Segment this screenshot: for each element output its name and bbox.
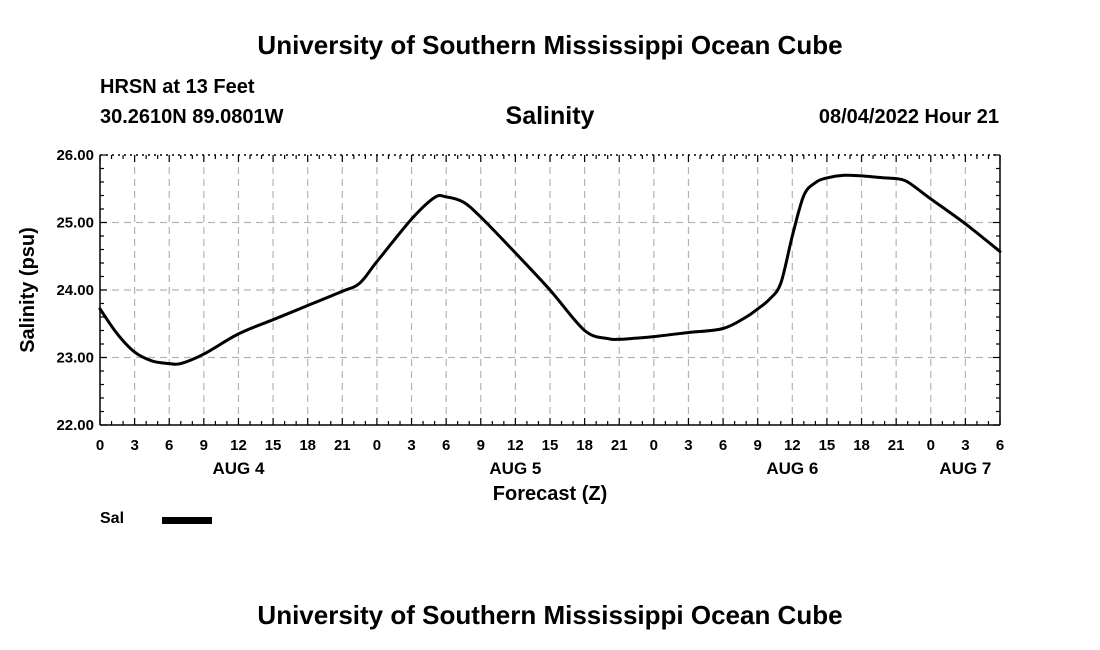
x-tick-label: 0 (373, 437, 381, 454)
salinity-series-line (98, 173, 1002, 366)
tick-labels: 22.00 23.00 24.00 25.00 26.00 0 3 6 9 12 15 18 21 0 3 6… (56, 147, 1004, 478)
x-tick-label: 6 (165, 437, 173, 454)
station-label: HRSN at 13 Feet (100, 76, 255, 98)
x-tick-label: 6 (719, 437, 727, 454)
x-tick-label: 12 (784, 437, 801, 454)
chart-footer-title: University of Southern Mississippi Ocean… (257, 600, 843, 630)
y-tick-label: 26.00 (56, 147, 94, 164)
x-tick-label: 9 (200, 437, 208, 454)
y-tick-label: 25.00 (56, 215, 94, 232)
x-tick-label: 15 (265, 437, 282, 454)
x-tick-label: 18 (299, 437, 316, 454)
forecast-datetime: 08/04/2022 Hour 21 (818, 106, 999, 128)
x-tick-label: 21 (611, 437, 628, 454)
x-tick-label: 21 (334, 437, 351, 454)
x-tick-label: 21 (888, 437, 905, 454)
legend-series-label: Sal (100, 510, 125, 527)
y-tick-label: 22.00 (56, 417, 94, 434)
x-tick-label: 18 (576, 437, 593, 454)
x-tick-label: 0 (650, 437, 658, 454)
day-label: AUG 7 (939, 459, 991, 478)
chart-title: Salinity (505, 102, 595, 130)
x-tick-label: 6 (996, 437, 1004, 454)
day-label: AUG 4 (212, 459, 265, 478)
day-label: AUG 6 (766, 459, 818, 478)
x-tick-label: 3 (407, 437, 415, 454)
chart-header-title: University of Southern Mississippi Ocean… (257, 30, 843, 60)
x-tick-label: 3 (130, 437, 138, 454)
grid-lines (100, 155, 1000, 425)
plot-axes (99, 154, 1001, 426)
x-tick-label: 12 (230, 437, 247, 454)
x-tick-label: 15 (819, 437, 836, 454)
y-tick-label: 24.00 (56, 282, 94, 299)
day-label: AUG 5 (489, 459, 541, 478)
legend-line-swatch (162, 517, 212, 524)
x-tick-label: 18 (853, 437, 870, 454)
x-tick-label: 0 (927, 437, 935, 454)
y-axis-label: Salinity (psu) (17, 227, 39, 353)
x-tick-label: 0 (96, 437, 104, 454)
y-tick-label: 23.00 (56, 350, 94, 367)
x-tick-label: 6 (442, 437, 450, 454)
x-tick-label: 9 (754, 437, 762, 454)
x-tick-label: 15 (542, 437, 559, 454)
x-tick-label: 12 (507, 437, 524, 454)
x-tick-label: 3 (961, 437, 969, 454)
x-tick-label: 9 (477, 437, 485, 454)
x-axis-label: Forecast (Z) (493, 483, 607, 505)
station-coordinates: 30.2610N 89.0801W (100, 106, 284, 128)
x-tick-label: 3 (684, 437, 692, 454)
